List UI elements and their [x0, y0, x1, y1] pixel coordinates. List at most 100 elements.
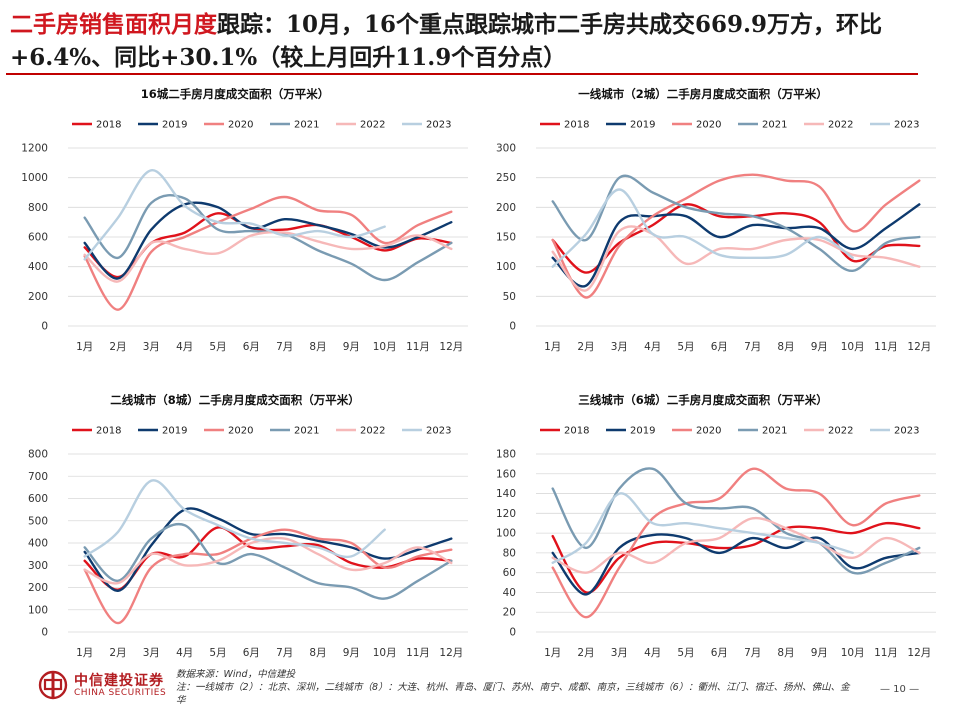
legend-entry-2019: 2019 — [606, 120, 655, 131]
x-tick-label: 5月 — [209, 341, 226, 353]
series-line-2020 — [83, 528, 453, 625]
chart-tier2: 二线城市（8城）二手房月度成交面积（万平米） 2018 2019 2020 2021 20… — [28, 393, 468, 659]
x-tick-label: 12月 — [907, 341, 931, 353]
chart-16-cities: 16城二手房月度成交面积（万平米） 2018 2019 2020 2021 2022 202… — [21, 87, 468, 353]
chart-title: 16城二手房月度成交面积（万平米） — [141, 87, 330, 101]
y-tick-label: 200 — [28, 582, 48, 594]
series-line-2021 — [83, 194, 453, 282]
series-line-2022 — [551, 225, 921, 292]
x-tick-label: 8月 — [309, 341, 326, 353]
x-tick-label: 11月 — [406, 647, 430, 659]
logo-english: CHINA SECURITIES — [74, 688, 167, 698]
x-tick-label: 2月 — [577, 341, 594, 353]
x-tick-label: 7月 — [276, 647, 293, 659]
series-line-2022 — [83, 536, 453, 585]
y-tick-label: 0 — [41, 627, 48, 639]
series-line-2019 — [83, 201, 453, 280]
y-tick-label: 140 — [496, 488, 516, 500]
x-tick-label: 6月 — [711, 647, 728, 659]
legend-entry-2020: 2020 — [204, 426, 253, 437]
y-tick-label: 120 — [496, 508, 516, 520]
y-tick-label: 100 — [496, 261, 516, 273]
legend-label: 2021 — [762, 120, 787, 131]
series-line-2020 — [83, 195, 453, 311]
y-tick-label: 1000 — [21, 172, 48, 184]
legend-entry-2023: 2023 — [870, 426, 919, 437]
series-line-2020 — [551, 467, 921, 619]
legend-label: 2018 — [96, 426, 121, 437]
y-tick-label: 1200 — [21, 143, 48, 155]
legend-entry-2023: 2023 — [870, 120, 919, 131]
city-note: 注：一线城市（2）：北京、深圳，二线城市（8）：大连、杭州、青岛、厦门、苏州、南… — [176, 682, 850, 706]
y-tick-label: 800 — [28, 449, 48, 461]
y-tick-label: 0 — [509, 321, 516, 333]
legend-entry-2019: 2019 — [138, 120, 187, 131]
x-tick-label: 10月 — [841, 341, 865, 353]
y-tick-label: 0 — [41, 321, 48, 333]
legend-label: 2021 — [762, 426, 787, 437]
x-tick-label: 5月 — [209, 647, 226, 659]
y-tick-label: 100 — [28, 604, 48, 616]
legend-label: 2021 — [294, 426, 319, 437]
series-line-2019 — [551, 203, 921, 288]
x-tick-label: 9月 — [343, 341, 360, 353]
headline-rest: 跟踪：10月，16个重点跟踪城市二手房共成交669.9万方，环比+6.4%、同比… — [10, 11, 883, 71]
y-tick-label: 300 — [28, 560, 48, 572]
x-tick-label: 9月 — [343, 647, 360, 659]
x-tick-label: 4月 — [176, 647, 193, 659]
legend-entry-2022: 2022 — [336, 426, 385, 437]
legend-label: 2023 — [894, 426, 919, 437]
y-tick-label: 400 — [28, 261, 48, 273]
x-tick-label: 5月 — [677, 647, 694, 659]
x-tick-label: 9月 — [811, 647, 828, 659]
legend-entry-2021: 2021 — [270, 426, 319, 437]
legend-label: 2019 — [162, 120, 187, 131]
y-tick-label: 180 — [496, 449, 516, 461]
x-tick-label: 1月 — [76, 647, 93, 659]
legend-label: 2020 — [696, 426, 721, 437]
x-tick-label: 11月 — [874, 341, 898, 353]
legend-label: 2023 — [426, 426, 451, 437]
x-tick-label: 12月 — [439, 647, 463, 659]
legend-entry-2021: 2021 — [270, 120, 319, 131]
series-line-2022 — [551, 516, 921, 574]
series-line-2023 — [551, 492, 854, 564]
legend-entry-2022: 2022 — [804, 120, 853, 131]
series-line-2023 — [83, 479, 386, 559]
chart-tier1: 一线城市（2城）二手房月度成交面积（万平米） 2018 2019 2020 2021 20… — [496, 87, 936, 353]
headline-highlight: 二手房销售面积月度 — [10, 11, 217, 38]
x-tick-label: 7月 — [744, 341, 761, 353]
y-tick-label: 20 — [503, 607, 516, 619]
y-tick-label: 60 — [503, 567, 516, 579]
series-line-2021 — [551, 174, 921, 272]
x-tick-label: 8月 — [309, 647, 326, 659]
x-tick-label: 2月 — [109, 341, 126, 353]
legend-entry-2020: 2020 — [672, 426, 721, 437]
y-tick-label: 40 — [503, 587, 516, 599]
series-line-2019 — [83, 507, 453, 592]
x-tick-label: 2月 — [577, 647, 594, 659]
series-line-2022 — [83, 230, 453, 283]
legend-entry-2019: 2019 — [138, 426, 187, 437]
y-tick-label: 250 — [496, 172, 516, 184]
data-source: 数据来源：Wind，中信建投 — [176, 669, 296, 680]
source-note: 数据来源：Wind，中信建投 注：一线城市（2）：北京、深圳，二线城市（8）：大… — [176, 668, 856, 707]
x-tick-label: 1月 — [544, 647, 561, 659]
legend-entry-2023: 2023 — [402, 120, 451, 131]
legend-entry-2018: 2018 — [540, 120, 589, 131]
series-line-2023 — [551, 188, 854, 268]
legend-label: 2022 — [360, 426, 385, 437]
header-rule — [6, 73, 918, 75]
x-tick-label: 5月 — [677, 341, 694, 353]
legend-label: 2019 — [630, 120, 655, 131]
y-tick-label: 300 — [496, 143, 516, 155]
legend-label: 2019 — [630, 426, 655, 437]
y-tick-label: 600 — [28, 493, 48, 505]
x-tick-label: 7月 — [744, 647, 761, 659]
legend-label: 2018 — [564, 426, 589, 437]
x-tick-label: 6月 — [711, 341, 728, 353]
page-number: — 10 — — [880, 684, 920, 695]
chart-panel-tier2: 二线城市（8城）二手房月度成交面积（万平米） 2018 2019 2020 2021 20… — [10, 388, 480, 688]
legend-entry-2018: 2018 — [72, 426, 121, 437]
legend-label: 2022 — [360, 120, 385, 131]
